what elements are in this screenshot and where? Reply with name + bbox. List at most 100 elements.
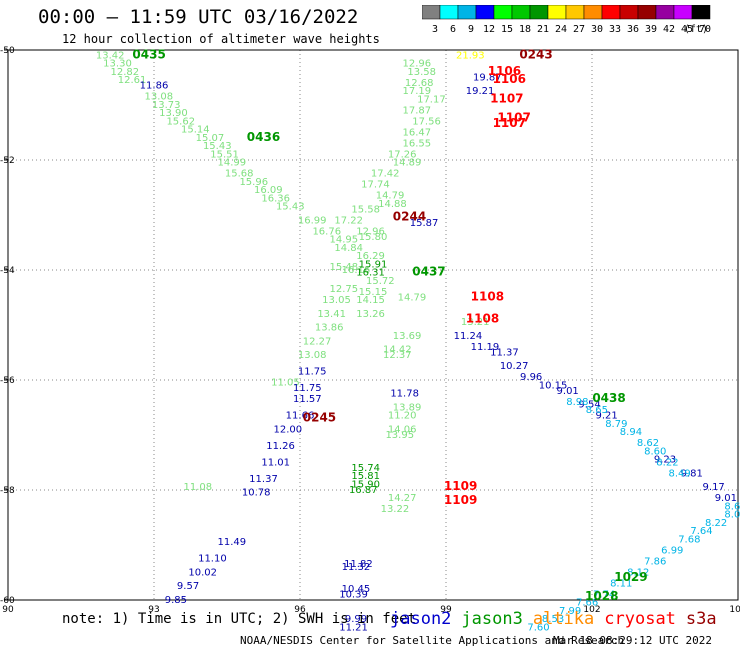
footer-credit: NOAA/NESDIS Center for Satellite Applica… [240,634,625,647]
colorbar-label: 39 [645,24,657,35]
x-tick-label: 93 [148,605,159,615]
wave-height-label: 7.74 [593,589,615,600]
wave-height-label: 9.21 [595,411,617,422]
y-tick-label: -60 [0,596,15,606]
wave-height-label: 13.26 [356,309,385,320]
y-tick-label: -54 [0,266,15,276]
satellite-jason2: jason2 [390,609,452,629]
wave-height-label: 13.89 [393,402,422,413]
colorbar-label: 70 [699,24,711,35]
wave-height-label: 13.73 [152,100,181,111]
wave-height-label: 13.05 [322,295,351,306]
wave-height-label: 13.08 [298,350,327,361]
wave-height-label: 14.88 [378,199,407,210]
wave-height-label: 8.98 [566,397,588,408]
wave-height-label: 10.15 [539,380,568,391]
colorbar-label: 42 [663,24,675,35]
wave-height-label: 17.17 [417,94,446,105]
wave-height-label: 13.69 [393,331,422,342]
colorbar-label: 27 [573,24,585,35]
time-label: 1029 [614,570,647,584]
track-f: 8.988.658.798.948.628.608.228.498.668.06… [527,397,740,634]
wave-height-label: 8.11 [610,578,632,589]
plot-frame [7,49,739,601]
wave-height-label: 7.86 [644,556,666,567]
wave-height-label: 14.95 [329,235,358,246]
wave-height-label: 10.02 [188,567,217,578]
wave-height-label: 15.87 [410,218,439,229]
wave-height-label: 13.08 [145,92,174,103]
wave-height-label: 11.01 [261,457,290,468]
wave-height-label: 11.20 [388,411,417,422]
wave-height-label: 15.58 [351,204,380,215]
x-tick-label: 90 [2,605,14,615]
time-label: 1107 [497,111,530,125]
x-tick-label: 99 [440,605,452,615]
wave-height-label: 12.96 [402,59,431,70]
wave-height-label: 8.12 [627,567,649,578]
wave-height-label: 8.62 [637,438,659,449]
wave-height-label: 14.99 [218,158,247,169]
colorbar-unit: (ft) [684,24,708,35]
wave-height-label: 15.91 [359,259,388,270]
time-label: 0438 [592,391,625,405]
colorbar-label: 18 [519,24,531,35]
wave-height-label: 17.87 [402,105,431,116]
wave-height-label: 12.61 [118,75,147,86]
wave-height-label: 14.06 [388,424,417,435]
wave-height-label: 11.21 [339,622,368,633]
x-tick-label: 105 [729,605,740,615]
wave-height-label: 13.30 [103,59,132,70]
wave-height-label: 7.99 [559,606,581,617]
y-tick-label: -52 [0,156,15,166]
time-label: 0243 [519,47,552,61]
wave-height-label: 8.79 [605,419,627,430]
time-label: 1108 [466,311,499,325]
wave-height-label: 13.58 [407,67,436,78]
wave-height-label: 15.51 [210,149,239,160]
wave-height-label: 10.78 [242,488,271,499]
time-label: 0435 [132,47,165,61]
wave-height-label: 9.96 [520,372,542,383]
colorbar-label: 33 [609,24,621,35]
wave-height-label: 9.54 [578,400,600,411]
wave-height-label: 15.81 [351,471,380,482]
wave-height-label: 14.89 [393,158,422,169]
colorbar-label: 15 [501,24,513,35]
wave-height-label: 8.65 [586,405,608,416]
time-label: 0437 [412,265,445,279]
time-label: 1109 [444,479,477,493]
chart-subtitle: 12 hour collection of altimeter wave hei… [62,32,380,46]
wave-height-label: 15.74 [351,463,380,474]
wave-height-label: 10.27 [500,361,529,372]
wave-height-label: 9.85 [165,595,187,606]
chart-title: 00:00 – 11:59 UTC 03/16/2022 [38,6,359,28]
wave-height-label: 10.39 [339,589,368,600]
wave-height-label: 17.74 [361,180,390,191]
wave-height-label: 16.47 [402,127,431,138]
track-j: 0435 0436 0437 0438 1029 1028 [132,47,647,603]
wave-height-label: 16.09 [254,185,283,196]
wave-height-label: 7.64 [690,526,712,537]
wave-height-label: 11.05 [271,378,300,389]
track-b: 12.9613.5812.6817.1917.1717.8717.5616.47… [183,59,445,494]
x-tick-label: 96 [294,605,306,615]
wave-height-label: 19.21 [466,86,495,97]
wave-height-label: 13.42 [96,50,125,61]
y-tick-label: -56 [0,376,15,386]
wave-height-label: 12.27 [303,336,332,347]
wave-height-label: 8.22 [656,457,678,468]
wave-height-label: 9.01 [557,386,579,397]
wave-height-label: 17.26 [388,149,417,160]
wave-height-label: 14.15 [356,295,385,306]
time-label: 1106 [488,64,521,78]
wave-height-label: 16.31 [356,268,385,279]
time-label: 1107 [490,91,523,105]
wave-height-label: 11.86 [140,81,169,92]
colorbar-label: 30 [591,24,603,35]
wave-height-label: 15.07 [196,133,225,144]
satellite-jason3: jason3 [461,609,523,629]
